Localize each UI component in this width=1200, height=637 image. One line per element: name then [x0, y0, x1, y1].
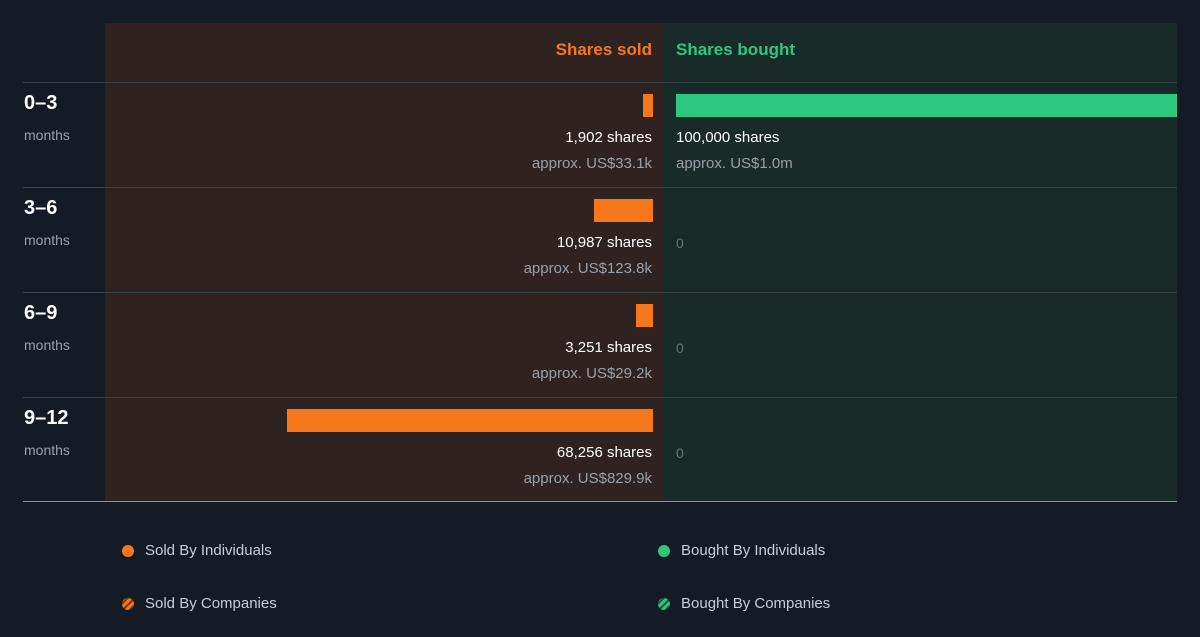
sold-value-label: approx. US$29.2k [531, 365, 652, 382]
bought-bar [676, 94, 1177, 117]
period-label: 3–6 [24, 197, 58, 219]
period-label: 6–9 [24, 302, 58, 324]
legend-sold-individuals[interactable]: Sold By Individuals [122, 542, 272, 559]
period-unit: months [24, 442, 70, 458]
bought-shares-label: 100,000 shares [676, 129, 780, 146]
legend-bought-individuals[interactable]: Bought By Individuals [658, 542, 825, 559]
orange-dot-icon [122, 544, 134, 557]
sold-shares-label: 68,256 shares [556, 444, 652, 461]
row-divider [23, 82, 1177, 83]
sold-bar [642, 94, 653, 117]
green-dot-icon [658, 544, 670, 557]
row-divider [23, 187, 1177, 188]
green-striped-dot-icon [658, 597, 670, 610]
period-label: 9–12 [24, 407, 69, 429]
sold-bar [594, 199, 653, 222]
bought-zero-label: 0 [676, 445, 684, 461]
period-unit: months [24, 232, 70, 248]
sold-value-label: approx. US$123.8k [523, 260, 652, 277]
period-label: 0–3 [24, 92, 58, 114]
legend-bought-companies[interactable]: Bought By Companies [658, 595, 830, 612]
legend-label: Bought By Individuals [681, 542, 826, 559]
bought-value-label: approx. US$1.0m [676, 155, 793, 172]
sold-shares-label: 10,987 shares [556, 234, 652, 251]
sold-value-label: approx. US$33.1k [531, 155, 652, 172]
sold-shares-label: 1,902 shares [565, 129, 652, 146]
header-shares-bought: Shares bought [676, 40, 796, 59]
bought-zero-label: 0 [676, 235, 684, 251]
row-divider [23, 397, 1177, 398]
header-shares-sold: Shares sold [555, 40, 652, 59]
sold-bar [287, 409, 653, 432]
sold-bar [635, 304, 653, 327]
row-divider [23, 292, 1177, 293]
period-unit: months [24, 127, 70, 143]
period-unit: months [24, 337, 70, 353]
chart-baseline [23, 501, 1177, 502]
sold-value-label: approx. US$829.9k [523, 470, 652, 487]
legend-label: Sold By Individuals [145, 542, 272, 559]
bought-zero-label: 0 [676, 340, 684, 356]
sold-shares-label: 3,251 shares [565, 339, 652, 356]
orange-striped-dot-icon [122, 597, 134, 610]
legend-sold-companies[interactable]: Sold By Companies [122, 595, 277, 612]
legend-label: Bought By Companies [681, 595, 831, 612]
legend-label: Sold By Companies [145, 595, 277, 612]
